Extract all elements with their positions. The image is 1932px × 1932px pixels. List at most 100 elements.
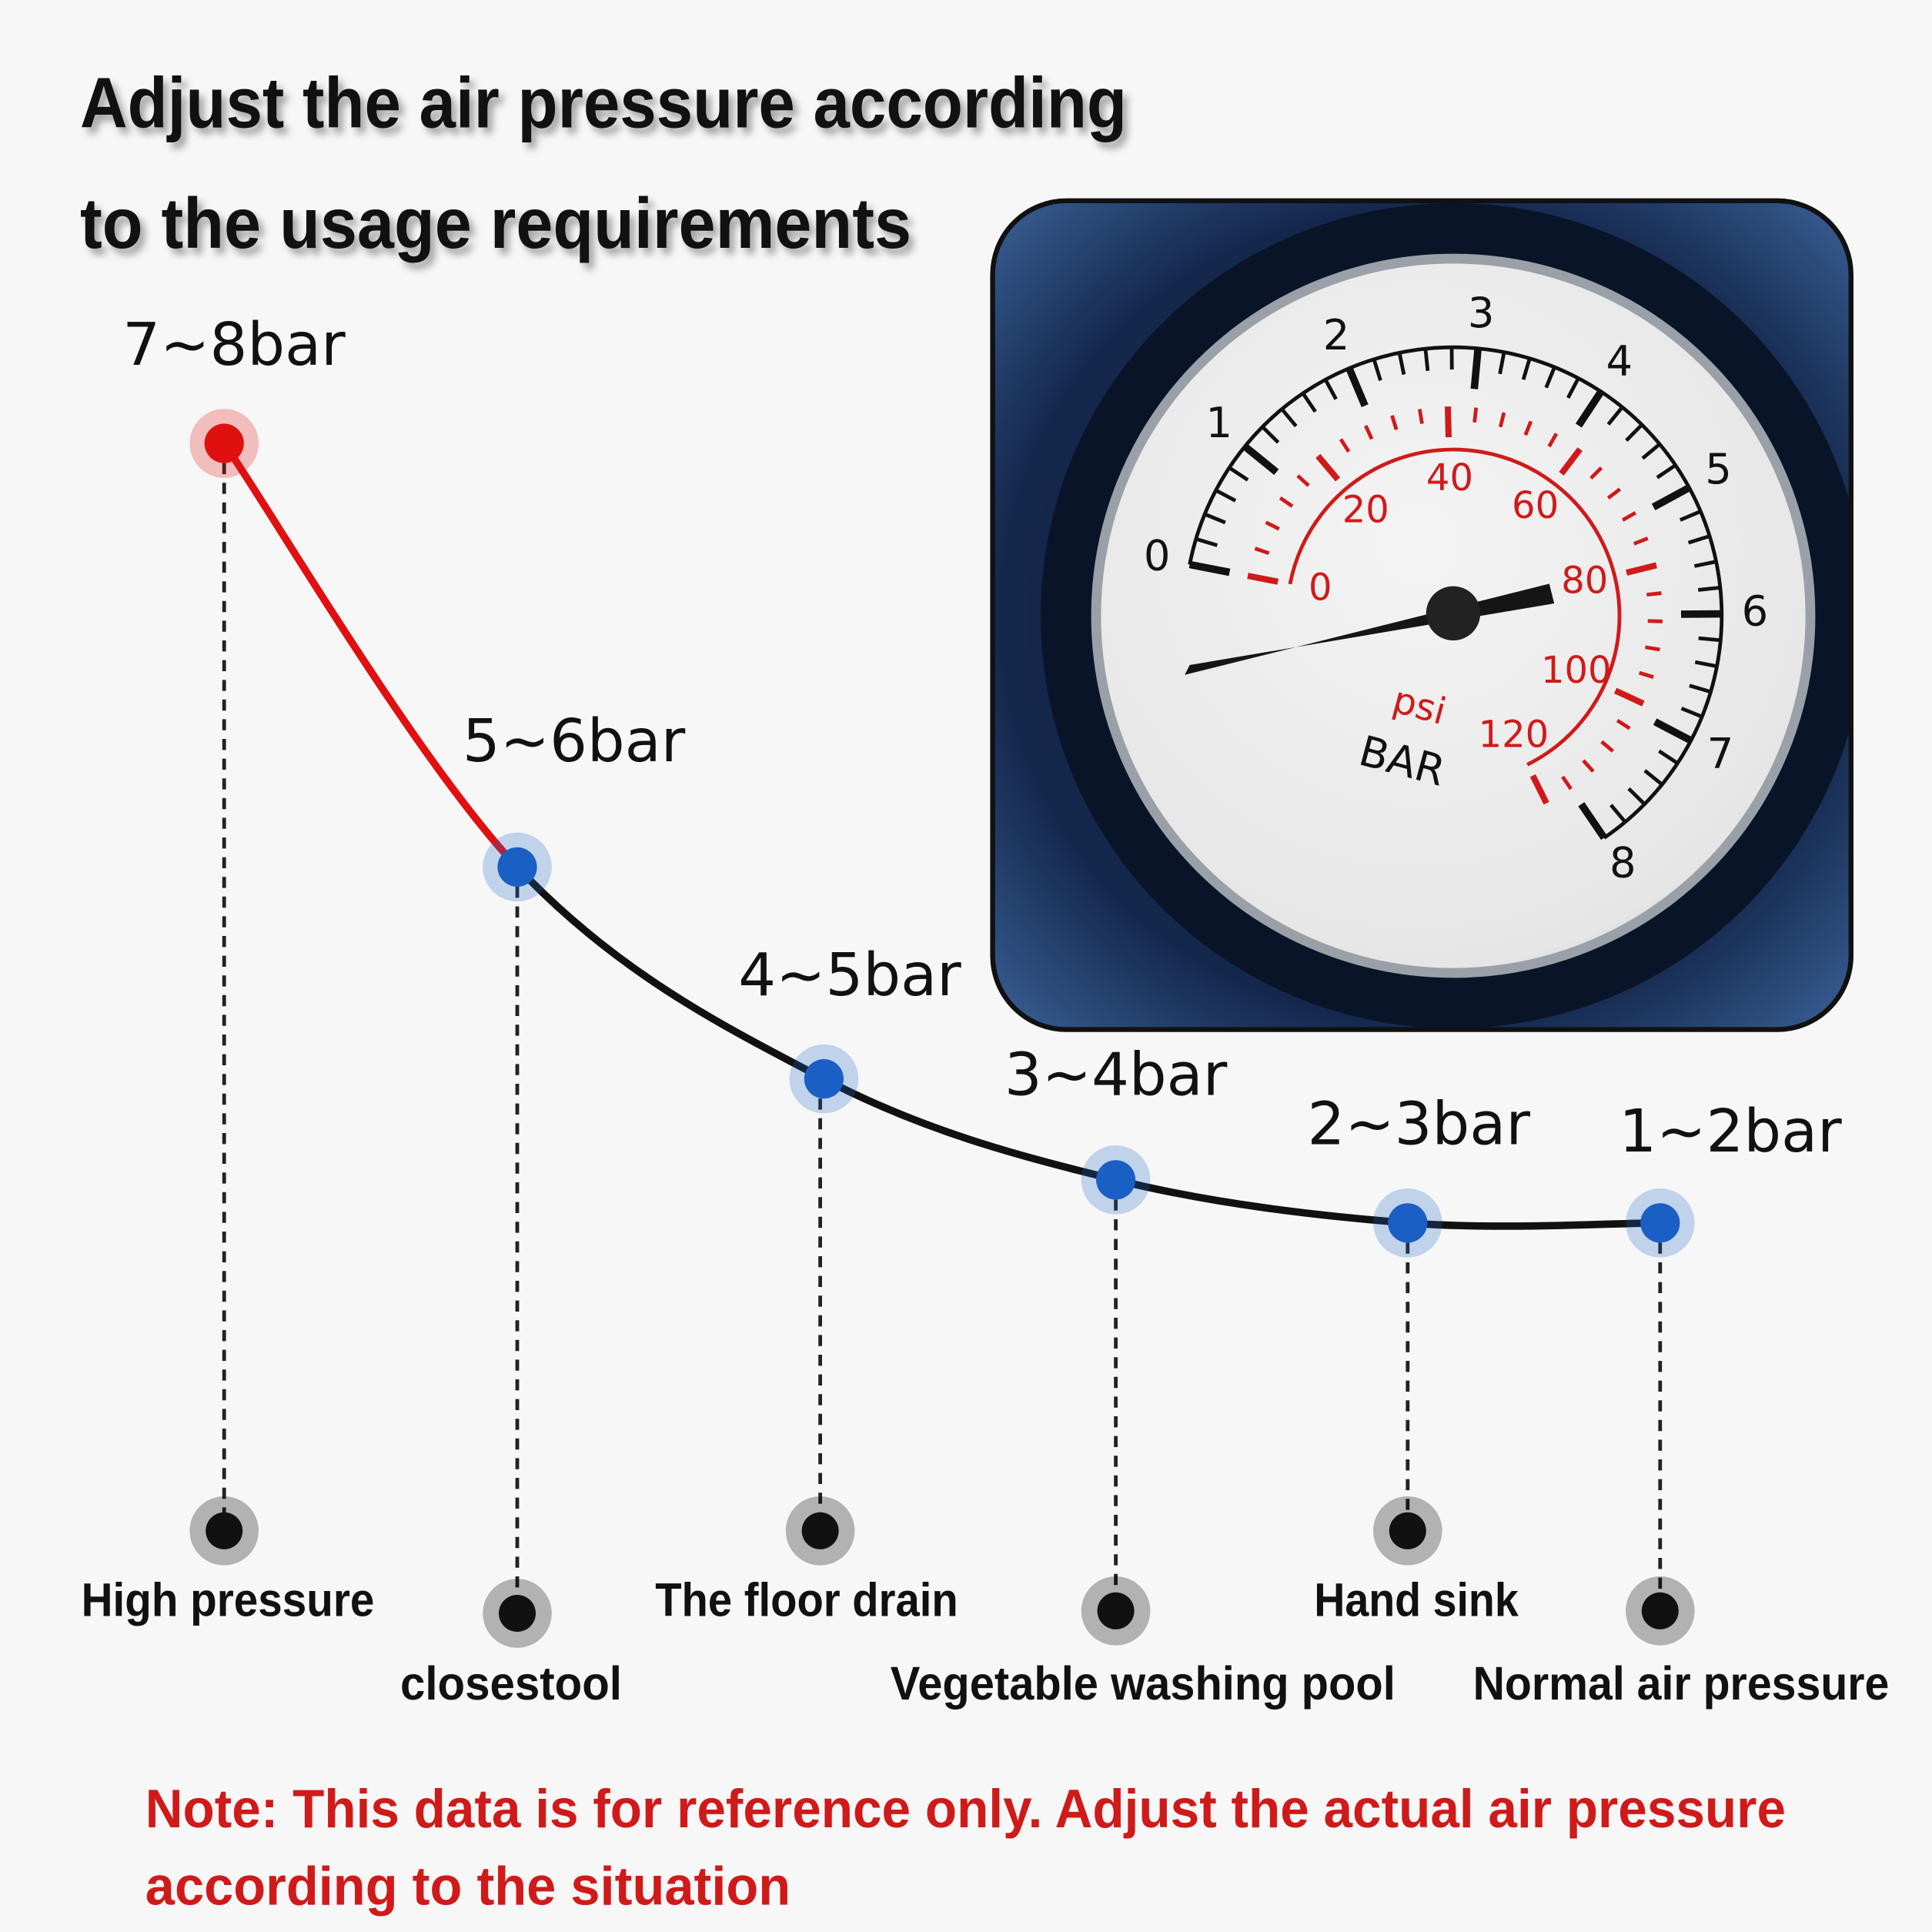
psi-tick	[1621, 511, 1636, 522]
bar-tick	[1215, 488, 1237, 503]
psi-tick	[1547, 433, 1559, 448]
bar-tick	[1261, 425, 1280, 444]
bar-tick	[1698, 636, 1721, 643]
psi-tick	[1417, 409, 1424, 424]
curve	[514, 864, 1660, 1230]
psi-label: 60	[1512, 484, 1559, 527]
usage-label: High pressure	[82, 1573, 375, 1626]
bar-label: 0	[1144, 531, 1171, 580]
bar-tick	[1658, 749, 1679, 765]
bar-tick	[1498, 352, 1506, 375]
bar-tick	[1423, 348, 1430, 371]
bar-tick	[1625, 423, 1643, 442]
psi-tick	[1523, 420, 1533, 436]
note-line: Note: This data is for reference only. A…	[145, 1778, 1786, 1839]
bar-label: 4	[1606, 337, 1633, 386]
anchor	[801, 1512, 839, 1549]
bar-tick	[1544, 366, 1556, 389]
psi-tick	[1645, 645, 1660, 652]
bar-tick	[1679, 510, 1702, 522]
psi-tick	[1498, 412, 1506, 428]
bar-tick	[1242, 443, 1279, 476]
psi-tick	[1315, 453, 1341, 482]
title-line: to the usage requirements	[80, 183, 911, 263]
needle-hub	[1426, 586, 1481, 640]
bar-label: 1	[1205, 399, 1232, 447]
pressure-label: 7~8bar	[122, 311, 346, 379]
bar-tick	[1575, 389, 1605, 428]
bar-tick	[1397, 352, 1406, 375]
bar-label: 3	[1468, 289, 1495, 337]
psi-tick	[1390, 415, 1399, 430]
psi-tick	[1339, 438, 1351, 453]
bar-tick	[1521, 357, 1532, 380]
anchor	[1641, 1592, 1679, 1629]
psi-label: 80	[1561, 560, 1608, 603]
psi-tick	[1638, 670, 1654, 680]
pressure-label: 3~4bar	[1004, 1041, 1228, 1110]
psi-tick	[1472, 407, 1479, 423]
bar-label: 6	[1742, 587, 1769, 635]
note-line: according to the situation	[145, 1856, 791, 1917]
bar-tick	[1627, 787, 1646, 806]
pressure-label: 1~2bar	[1619, 1098, 1842, 1166]
usage-label: Vegetable washing pool	[891, 1657, 1396, 1710]
psi-label: 0	[1309, 566, 1332, 609]
psi-tick	[1616, 718, 1631, 730]
bar-tick	[1694, 660, 1718, 668]
usage-label: The floor drain	[655, 1573, 958, 1626]
psi-tick	[1561, 775, 1573, 791]
psi-tick	[1606, 487, 1622, 500]
bar-tick	[1656, 463, 1677, 480]
bar-tick	[1280, 407, 1298, 428]
psi-tick	[1529, 774, 1549, 805]
bar-tick	[1680, 707, 1703, 719]
psi-tick	[1647, 619, 1663, 623]
bar-label: 2	[1323, 311, 1350, 359]
bar-label: 8	[1609, 838, 1636, 887]
psi-tick	[1600, 740, 1615, 753]
point	[1388, 1203, 1428, 1243]
point	[804, 1059, 844, 1099]
psi-tick	[1265, 520, 1280, 531]
psi-label: 120	[1479, 714, 1549, 757]
usage-label: closestool	[400, 1657, 622, 1710]
bar-tick	[1606, 406, 1624, 426]
bar-tick	[1687, 534, 1710, 545]
psi-tick	[1254, 547, 1270, 556]
bar-tick	[1204, 512, 1226, 525]
usage-label: Normal air pressure	[1473, 1657, 1890, 1710]
psi-tick	[1633, 536, 1649, 546]
bar-tick	[1653, 718, 1693, 744]
point	[1640, 1203, 1680, 1243]
bar-tick	[1195, 536, 1218, 547]
bar-tick	[1301, 392, 1317, 413]
psi-tick	[1296, 474, 1310, 487]
anchor	[1389, 1512, 1426, 1549]
psi-tick	[1363, 424, 1374, 440]
pressure-label: 4~5bar	[738, 941, 961, 1010]
bar-label: 7	[1707, 729, 1734, 777]
gauge-frame	[990, 198, 1853, 1032]
point	[1096, 1160, 1136, 1200]
bar-tick	[1578, 802, 1608, 841]
psi-label: 100	[1541, 649, 1612, 692]
anchor	[499, 1595, 536, 1632]
curve-high	[221, 441, 520, 870]
usage-label: Hand sink	[1314, 1573, 1519, 1626]
title-line: Adjust the air pressure according	[80, 62, 1127, 142]
bar-tick	[1228, 466, 1249, 482]
point	[204, 423, 244, 463]
bar-tick	[1693, 560, 1717, 568]
psi-tick	[1646, 591, 1662, 597]
bar-tick	[1323, 379, 1338, 400]
psi-tick	[1626, 562, 1657, 576]
bar-tick	[1697, 586, 1721, 592]
anchor	[206, 1512, 243, 1549]
anchor	[1097, 1592, 1135, 1629]
pressure-label: 5~6bar	[463, 707, 686, 776]
bar-label: 5	[1705, 445, 1732, 493]
